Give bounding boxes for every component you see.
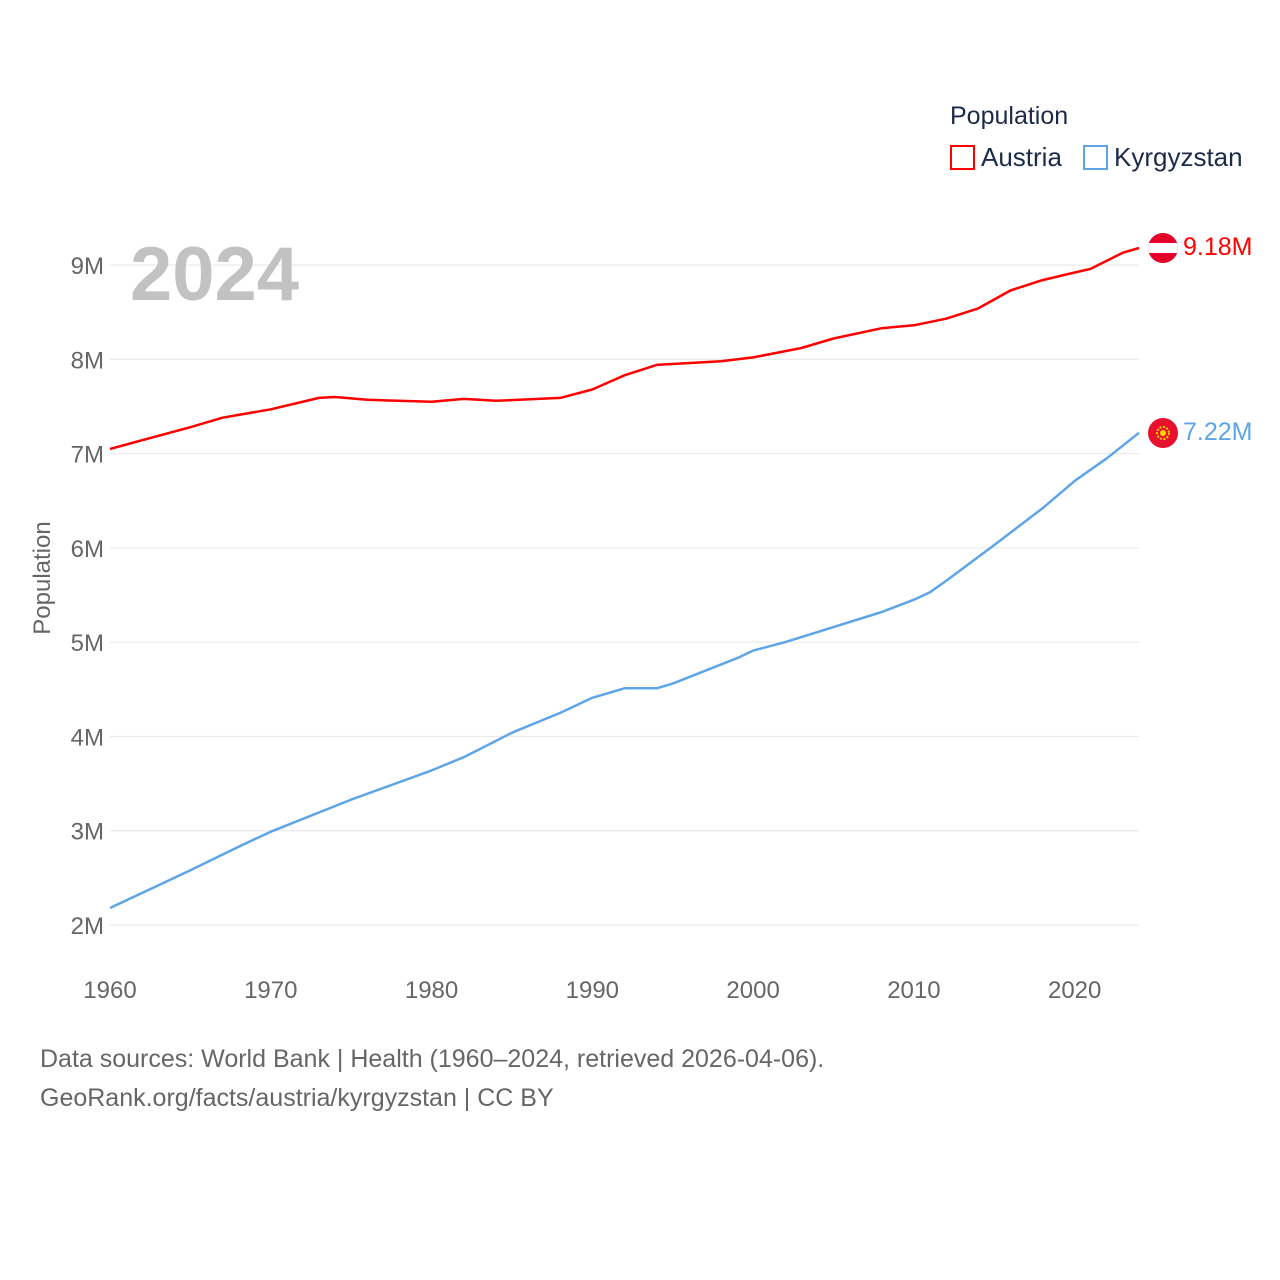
- year-overlay: 2024: [130, 232, 299, 317]
- x-tick-label: 1960: [83, 977, 136, 1004]
- x-tick-label: 2020: [1048, 977, 1101, 1004]
- y-tick-label: 9M: [71, 253, 104, 280]
- legend-item-austria[interactable]: Austria: [950, 142, 1062, 172]
- kyrgyzstan-end-label: 7.22M: [1183, 418, 1252, 446]
- x-tick-label: 1980: [405, 977, 458, 1004]
- legend-label-kyrgyzstan: Kyrgyzstan: [1114, 142, 1243, 172]
- gridlines: [110, 264, 1139, 926]
- attribution-link[interactable]: GeoRank.org/facts/austria/kyrgyzstan | C…: [40, 1084, 554, 1112]
- y-tick-label: 5M: [71, 630, 104, 657]
- legend-label-austria: Austria: [981, 142, 1062, 172]
- legend: Population Austria Kyrgyzstan: [950, 102, 1243, 172]
- data-source-text: Data sources: World Bank | Health (1960–…: [40, 1045, 825, 1073]
- x-tick-label: 2010: [887, 977, 940, 1004]
- x-tick-label: 2000: [726, 977, 779, 1004]
- y-tick-label: 7M: [71, 442, 104, 469]
- x-axis-ticks: 1960 1970 1980 1990 2000 2010 2020: [83, 977, 1101, 1004]
- austria-flag-icon: [1148, 233, 1178, 263]
- x-tick-label: 1990: [566, 977, 619, 1004]
- y-axis-label: Population: [29, 521, 56, 634]
- y-tick-label: 6M: [71, 536, 104, 563]
- austria-end-label: 9.18M: [1183, 233, 1252, 261]
- y-tick-label: 3M: [71, 819, 104, 846]
- legend-item-kyrgyzstan[interactable]: Kyrgyzstan: [1083, 142, 1243, 172]
- series-line-austria[interactable]: [109, 246, 1140, 451]
- y-tick-label: 4M: [71, 724, 104, 751]
- x-tick-label: 1970: [244, 977, 297, 1004]
- legend-title: Population: [950, 102, 1068, 130]
- y-axis-ticks: 2M 3M 4M 5M 6M 7M 8M 9M: [71, 253, 104, 940]
- legend-swatch-kyrgyzstan: [1083, 145, 1108, 170]
- series-line-kyrgyzstan[interactable]: [109, 431, 1140, 910]
- legend-swatch-austria: [950, 145, 975, 170]
- kyrgyzstan-flag-icon: [1148, 418, 1178, 448]
- y-tick-label: 2M: [71, 913, 104, 940]
- y-tick-label: 8M: [71, 347, 104, 374]
